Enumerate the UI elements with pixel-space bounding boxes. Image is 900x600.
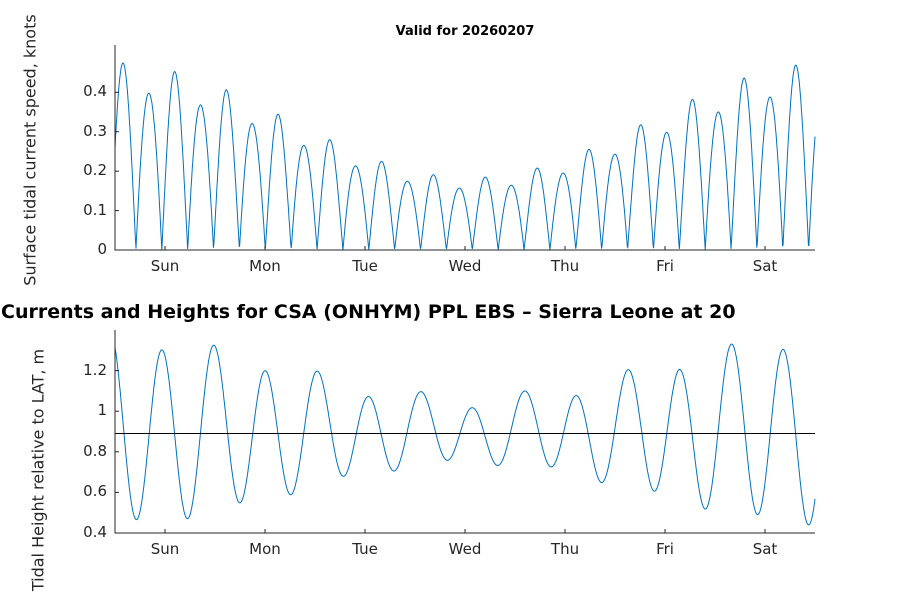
x-tick-label: Tue xyxy=(352,257,378,275)
y-tick-label: 0.1 xyxy=(83,200,107,219)
x-tick-label: Sat xyxy=(752,257,778,275)
x-tick-label: Fri xyxy=(656,257,674,275)
tidal-height-curve xyxy=(115,343,816,526)
x-tick-label: Mon xyxy=(249,540,281,558)
y-tick-label: 0.3 xyxy=(83,121,107,140)
y-tick-label: 0.4 xyxy=(83,523,107,541)
x-tick-label: Sun xyxy=(150,540,180,558)
y-tick-label: 1.2 xyxy=(83,360,107,379)
axes-tick-marks xyxy=(115,91,766,534)
x-tick-label: Fri xyxy=(656,540,674,558)
x-tick-label: Thu xyxy=(550,540,580,558)
top-chart-title: Valid for 20260207 xyxy=(395,24,535,39)
x-tick-label: Tue xyxy=(352,540,378,558)
y-tick-label: 0 xyxy=(97,240,107,258)
y-tick-label: 0.6 xyxy=(83,482,107,501)
y-tick-label: 0.4 xyxy=(83,82,107,101)
x-tick-label: Sun xyxy=(150,257,180,275)
y-tick-label: 1 xyxy=(97,401,107,420)
axes-spines xyxy=(114,45,815,534)
x-tick-label: Mon xyxy=(249,257,281,275)
x-tick-label: Wed xyxy=(448,257,482,275)
current-speed-curve xyxy=(115,62,816,251)
x-tick-label: Wed xyxy=(448,540,482,558)
x-tick-label: Sat xyxy=(752,540,778,558)
main-figure-title: Currents and Heights for CSA (ONHYM) PPL… xyxy=(1,301,736,323)
bottom-chart-ylabel: Tidal Height relative to LAT, m xyxy=(28,348,48,592)
y-tick-label: 0.2 xyxy=(83,161,107,180)
y-tick-label: 0.8 xyxy=(83,441,107,460)
top-chart-ylabel: Surface tidal current speed, knots xyxy=(20,14,40,286)
x-tick-label: Thu xyxy=(550,257,580,275)
